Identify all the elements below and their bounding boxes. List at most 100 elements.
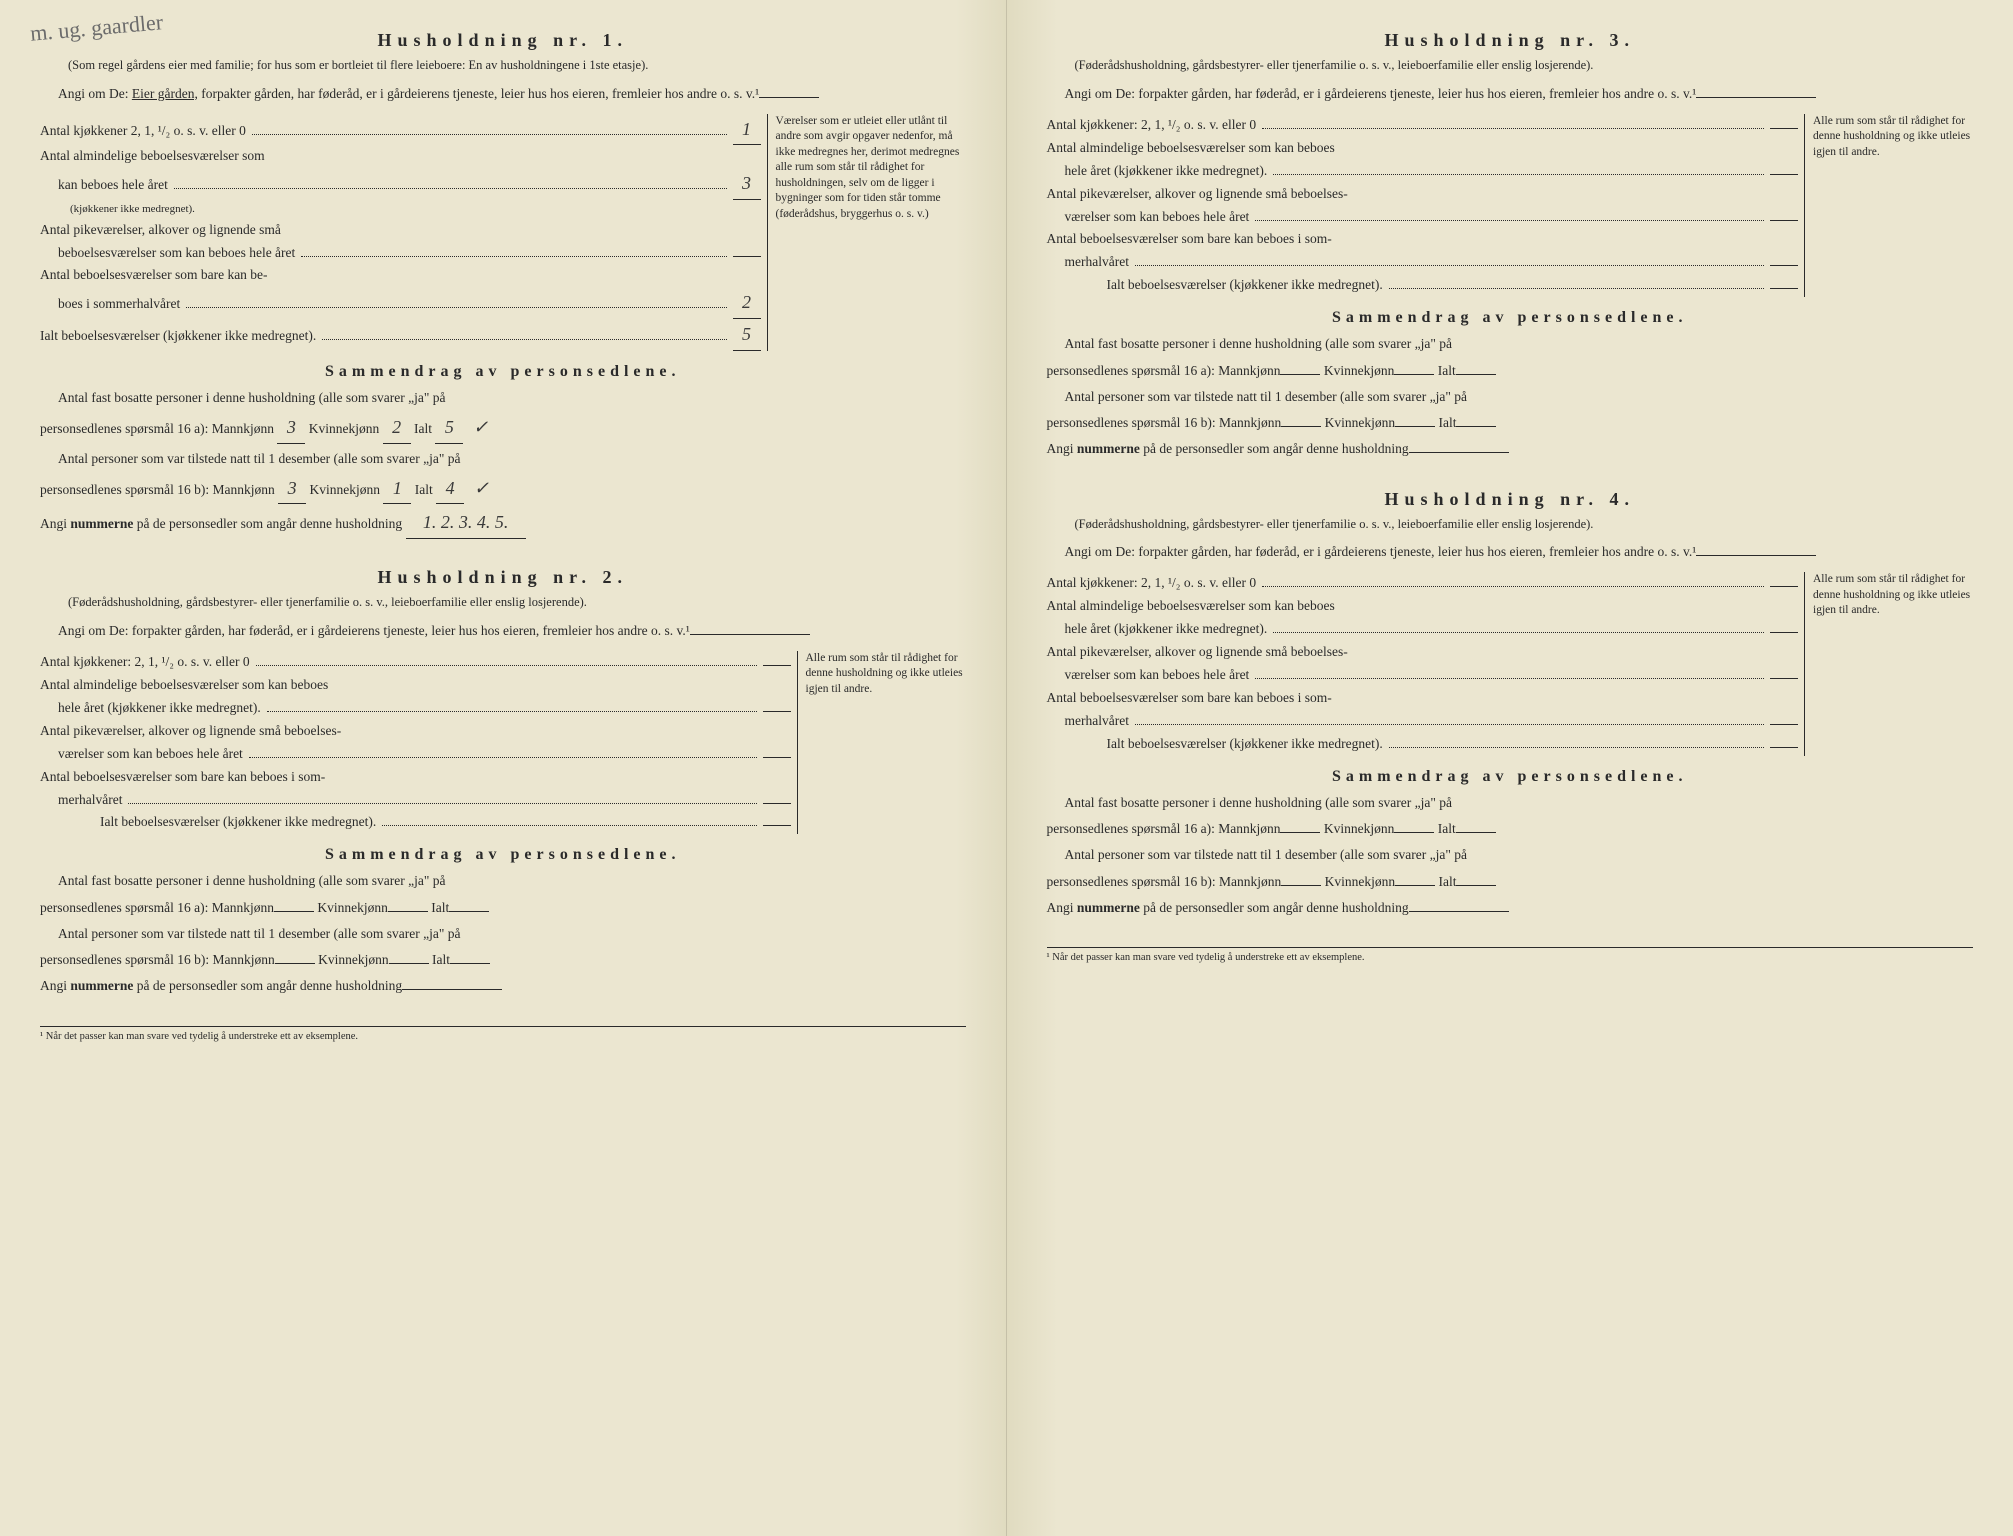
- left-footnote: ¹ Når det passer kan man svare ved tydel…: [40, 1026, 966, 1042]
- hh3-summary-title: Sammendrag av personsedlene.: [1047, 309, 1974, 327]
- hh1-general-value: 3: [733, 168, 761, 200]
- hh1-title: Husholdning nr. 1.: [40, 30, 966, 51]
- hh3-subtitle: (Føderådshusholdning, gårdsbestyrer- ell…: [1057, 57, 1964, 75]
- hh1-numbers-line: Angi nummerne på de personsedler som ang…: [40, 508, 966, 539]
- hh2-sum-line1b: personsedlenes spørsmål 16 a): Mannkjønn…: [40, 897, 966, 919]
- hh2-rooms-block: Antal kjøkkener: 2, 1, ¹/₂ o. s. v. elle…: [40, 651, 966, 835]
- hh2-instruction: Angi om De: forpakter gården, har føderå…: [40, 620, 966, 641]
- hh3-small-label: Antal pikeværelser, alkover og lignende …: [1047, 183, 1348, 206]
- hh4-subtitle: (Føderådshusholdning, gårdsbestyrer- ell…: [1057, 516, 1964, 534]
- hh2-summer-label2: merhalvåret: [58, 789, 122, 812]
- hh2-general-label2: hele året (kjøkkener ikke medregnet).: [58, 697, 261, 720]
- hh4-sum-line2a: Antal personer som var tilstede natt til…: [1047, 844, 1974, 866]
- hh4-rooms-block: Antal kjøkkener: 2, 1, ¹/₂ o. s. v. elle…: [1047, 572, 1974, 756]
- hh1-small-value: [733, 256, 761, 257]
- hh3-instr-rest: forpakter gården, har føderåd, er i gård…: [1138, 86, 1696, 101]
- hh1-instr-prefix: Angi om De:: [58, 86, 132, 101]
- hh1-numbers-value: 1. 2. 3. 4. 5.: [406, 508, 526, 539]
- hh1-subtitle: (Som regel gårdens eier med familie; for…: [50, 57, 956, 75]
- hh2-numbers-line: Angi nummerne på de personsedler som ang…: [40, 975, 966, 997]
- hh2-small-label2: værelser som kan beboes hele året: [58, 743, 243, 766]
- household-3: Husholdning nr. 3. (Føderådshusholdning,…: [1047, 30, 1974, 461]
- hh4-summer-label: Antal beboelsesværelser som bare kan beb…: [1047, 687, 1332, 710]
- hh1-sum-line1b: personsedlenes spørsmål 16 a): Mannkjønn…: [40, 413, 966, 444]
- hh1-total-label: Ialt beboelsesværelser (kjøkkener ikke m…: [40, 325, 316, 348]
- hh1-summary-title: Sammendrag av personsedlene.: [40, 363, 966, 381]
- hh3-sidenote: Alle rum som står til rådighet for denne…: [1804, 114, 1973, 298]
- hh3-general-label: Antal almindelige beboelsesværelser som …: [1047, 137, 1335, 160]
- hh1-check1: ✓: [467, 413, 495, 443]
- hh1-ialt1: 5: [435, 413, 463, 444]
- hh3-rooms-left: Antal kjøkkener: 2, 1, ¹/₂ o. s. v. elle…: [1047, 114, 1799, 298]
- hh3-numbers-line: Angi nummerne på de personsedler som ang…: [1047, 438, 1974, 460]
- hh2-general-label: Antal almindelige beboelsesværelser som …: [40, 674, 328, 697]
- hh4-general-label: Antal almindelige beboelsesværelser som …: [1047, 595, 1335, 618]
- hh1-summer-label2: boes i sommerhalvåret: [58, 293, 180, 316]
- hh4-sum-line2b: personsedlenes spørsmål 16 b): Mannkjønn…: [1047, 871, 1974, 893]
- hh4-instr-prefix: Angi om De:: [1065, 544, 1139, 559]
- hh2-total-label: Ialt beboelsesværelser (kjøkkener ikke m…: [100, 811, 376, 834]
- hh3-sum-line2a: Antal personer som var tilstede natt til…: [1047, 386, 1974, 408]
- hh3-kitchens-label: Antal kjøkkener: 2, 1, ¹/₂ o. s. v. elle…: [1047, 114, 1257, 137]
- right-footnote: ¹ Når det passer kan man svare ved tydel…: [1047, 947, 1974, 963]
- hh3-sum-line1b: personsedlenes spørsmål 16 a): Mannkjønn…: [1047, 360, 1974, 382]
- household-1: Husholdning nr. 1. (Som regel gårdens ei…: [40, 30, 966, 539]
- hh1-small-label: Antal pikeværelser, alkover og lignende …: [40, 219, 281, 242]
- hh2-sum-line2a: Antal personer som var tilstede natt til…: [40, 923, 966, 945]
- hh1-general-label2: kan beboes hele året: [58, 174, 168, 197]
- hh2-sum-line1a: Antal fast bosatte personer i denne hush…: [40, 870, 966, 892]
- hh2-summer-label: Antal beboelsesværelser som bare kan beb…: [40, 766, 325, 789]
- hh1-mann1: 3: [277, 413, 305, 444]
- hh2-sidenote: Alle rum som står til rådighet for denne…: [797, 651, 966, 835]
- document-spread: m. ug. gaardler Husholdning nr. 1. (Som …: [0, 0, 2013, 1536]
- hh4-sum-line1a: Antal fast bosatte personer i denne hush…: [1047, 792, 1974, 814]
- hh1-kitchens-label: Antal kjøkkener 2, 1, ¹/₂ o. s. v. eller…: [40, 120, 246, 143]
- hh3-rooms-block: Antal kjøkkener: 2, 1, ¹/₂ o. s. v. elle…: [1047, 114, 1974, 298]
- hh2-instr-rest: forpakter gården, har føderåd, er i gård…: [132, 623, 690, 638]
- hh4-summary-title: Sammendrag av personsedlene.: [1047, 768, 1974, 786]
- hh2-sum-line2b: personsedlenes spørsmål 16 b): Mannkjønn…: [40, 949, 966, 971]
- hh1-kvinne2: 1: [383, 474, 411, 505]
- hh2-summary-title: Sammendrag av personsedlene.: [40, 846, 966, 864]
- left-page: m. ug. gaardler Husholdning nr. 1. (Som …: [0, 0, 1007, 1536]
- hh3-total-label: Ialt beboelsesværelser (kjøkkener ikke m…: [1107, 274, 1383, 297]
- hh4-sidenote: Alle rum som står til rådighet for denne…: [1804, 572, 1973, 756]
- hh3-summer-label2: merhalvåret: [1065, 251, 1129, 274]
- hh2-rooms-left: Antal kjøkkener: 2, 1, ¹/₂ o. s. v. elle…: [40, 651, 791, 835]
- hh1-rooms-block: Antal kjøkkener 2, 1, ¹/₂ o. s. v. eller…: [40, 114, 966, 351]
- hh4-summer-label2: merhalvåret: [1065, 710, 1129, 733]
- hh1-sum-line2b: personsedlenes spørsmål 16 b): Mannkjønn…: [40, 474, 966, 505]
- hh1-kitchens-value: 1: [733, 114, 761, 146]
- hh1-total-value: 5: [733, 319, 761, 351]
- hh4-rooms-left: Antal kjøkkener: 2, 1, ¹/₂ o. s. v. elle…: [1047, 572, 1799, 756]
- hh1-kitchens-note: (kjøkkener ikke medregnet).: [40, 200, 761, 219]
- hh1-sum-line2a: Antal personer som var tilstede natt til…: [40, 448, 966, 470]
- hh1-ialt2: 4: [436, 474, 464, 505]
- hh4-small-label2: værelser som kan beboes hele året: [1065, 664, 1250, 687]
- right-page: Husholdning nr. 3. (Føderådshusholdning,…: [1007, 0, 2013, 1536]
- hh1-sum-line1a: Antal fast bosatte personer i denne hush…: [40, 387, 966, 409]
- hh1-summer-label: Antal beboelsesværelser som bare kan be-: [40, 264, 268, 287]
- household-2: Husholdning nr. 2. (Føderådshusholdning,…: [40, 567, 966, 998]
- hh1-instruction: Angi om De: Eier gården, forpakter gårde…: [40, 83, 966, 104]
- hh4-total-label: Ialt beboelsesværelser (kjøkkener ikke m…: [1107, 733, 1383, 756]
- hh3-title: Husholdning nr. 3.: [1047, 30, 1974, 51]
- household-4: Husholdning nr. 4. (Føderådshusholdning,…: [1047, 489, 1974, 920]
- hh3-instruction: Angi om De: forpakter gården, har føderå…: [1047, 83, 1974, 104]
- hh2-instr-prefix: Angi om De:: [58, 623, 132, 638]
- hh1-general-label: Antal almindelige beboelsesværelser som: [40, 145, 265, 168]
- hh1-sidenote: Værelser som er utleiet eller utlånt til…: [767, 114, 966, 351]
- hh3-sum-line1a: Antal fast bosatte personer i denne hush…: [1047, 333, 1974, 355]
- hh4-kitchens-label: Antal kjøkkener: 2, 1, ¹/₂ o. s. v. elle…: [1047, 572, 1257, 595]
- hh4-numbers-line: Angi nummerne på de personsedler som ang…: [1047, 897, 1974, 919]
- hh2-small-label: Antal pikeværelser, alkover og lignende …: [40, 720, 341, 743]
- hh4-instr-rest: forpakter gården, har føderåd, er i gård…: [1138, 544, 1696, 559]
- hh1-small-label2: beboelsesværelser som kan beboes hele år…: [58, 242, 295, 265]
- hh4-instruction: Angi om De: forpakter gården, har føderå…: [1047, 541, 1974, 562]
- hh1-instr-rest: forpakter gården, har føderåd, er i gård…: [198, 86, 759, 101]
- hh2-kitchens-label: Antal kjøkkener: 2, 1, ¹/₂ o. s. v. elle…: [40, 651, 250, 674]
- hh4-sum-line1b: personsedlenes spørsmål 16 a): Mannkjønn…: [1047, 818, 1974, 840]
- hh1-summer-value: 2: [733, 287, 761, 319]
- hh3-instr-prefix: Angi om De:: [1065, 86, 1139, 101]
- hh4-small-label: Antal pikeværelser, alkover og lignende …: [1047, 641, 1348, 664]
